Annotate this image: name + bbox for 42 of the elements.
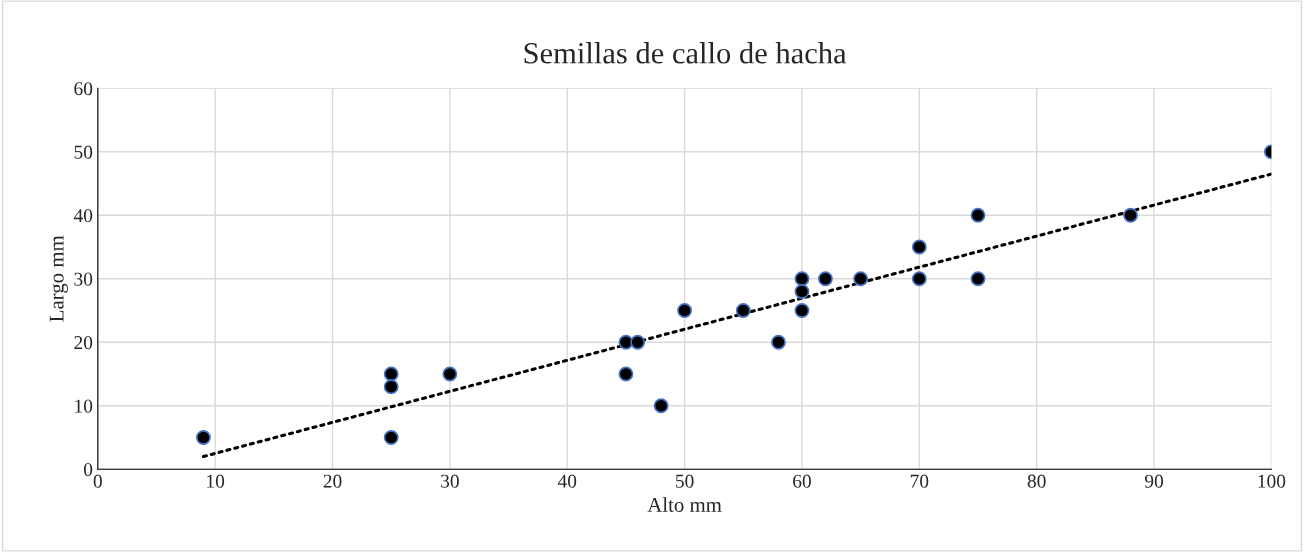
y-tick-label: 50 (74, 145, 93, 159)
x-tick-label: 30 (441, 474, 459, 488)
y-tick-label: 30 (74, 272, 93, 286)
x-tick-label: 60 (793, 474, 811, 488)
x-tick-label: 70 (910, 474, 929, 488)
point (677, 303, 693, 318)
point (970, 207, 986, 223)
y-axis-title: Largo mm (49, 235, 68, 322)
x-tick-label: 10 (207, 474, 225, 488)
y-tick-label: 0 (83, 463, 93, 477)
point (653, 398, 669, 414)
point (853, 271, 869, 287)
y-tick-label: 10 (75, 399, 93, 413)
point (618, 366, 634, 382)
point (911, 271, 927, 287)
x-tick-label: 40 (557, 474, 577, 488)
point (735, 303, 751, 318)
point (818, 271, 833, 287)
x-tick-label: 20 (323, 474, 342, 488)
y-tick-label: 40 (73, 209, 93, 223)
point (383, 430, 399, 445)
point (1123, 207, 1138, 223)
point (970, 271, 986, 287)
x-tick-label: 50 (676, 474, 694, 488)
x-tick-label: 100 (1258, 474, 1286, 488)
point (196, 430, 211, 445)
x-tick-label: 0 (93, 474, 102, 488)
point (771, 334, 786, 350)
x-axis-title: Alto mm (647, 497, 722, 512)
point (794, 271, 810, 287)
x-tick-label: 80 (1027, 474, 1046, 488)
point (794, 284, 810, 299)
point (630, 334, 646, 350)
y-tick-label: 60 (74, 82, 93, 96)
point (794, 303, 810, 318)
point (442, 366, 458, 382)
point (383, 366, 399, 382)
y-tick-label: 20 (74, 336, 93, 350)
chart-title: Semillas de callo de hacha (524, 42, 847, 64)
x-tick-label: 90 (1144, 474, 1164, 488)
point (911, 239, 927, 255)
point (383, 379, 399, 395)
